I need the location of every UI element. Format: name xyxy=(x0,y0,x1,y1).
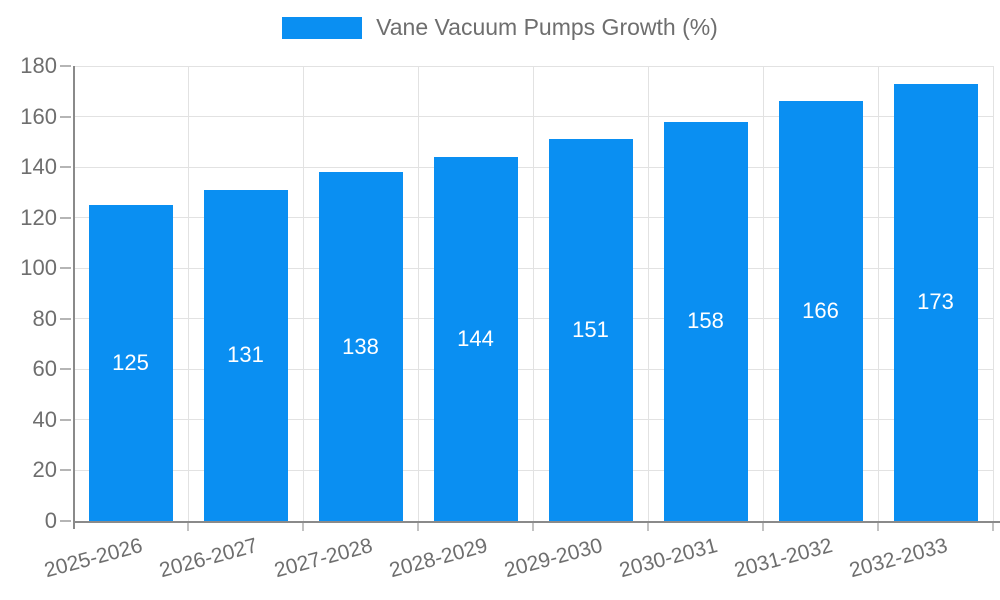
legend-swatch xyxy=(282,16,363,39)
bar[interactable] xyxy=(318,172,403,521)
bar[interactable] xyxy=(548,139,633,521)
x-gridline xyxy=(532,66,534,521)
x-axis-tick xyxy=(647,523,649,531)
y-tick-label: 20 xyxy=(32,457,57,483)
bar[interactable] xyxy=(203,189,288,521)
x-axis-tick xyxy=(532,523,534,531)
plot-area: 125 131 138 144 151 158 166 173 0 20 40 60 80 100 120… xyxy=(20,54,1000,582)
x-axis-line xyxy=(73,521,1000,523)
bar-value-label: 125 xyxy=(112,350,149,375)
bar[interactable] xyxy=(433,157,518,521)
y-axis-tick xyxy=(60,166,71,169)
bar-value-label: 166 xyxy=(802,298,839,324)
y-tick-label: 40 xyxy=(32,406,57,432)
bar-value-label: 144 xyxy=(457,326,494,351)
y-tick-label: 120 xyxy=(20,204,57,230)
bar-value-label: 158 xyxy=(687,308,724,334)
x-gridline xyxy=(877,66,879,521)
legend-label: Vane Vacuum Pumps Growth (%) xyxy=(376,14,718,40)
bar[interactable] xyxy=(663,121,748,521)
y-axis-tick xyxy=(60,216,71,219)
y-axis-tick xyxy=(60,418,71,421)
x-gridline xyxy=(992,66,994,521)
x-axis-tick xyxy=(187,523,189,531)
bar[interactable] xyxy=(88,205,173,521)
x-axis-tick xyxy=(417,523,419,531)
y-tick-label: 100 xyxy=(20,255,57,281)
y-tick-label: 60 xyxy=(32,356,57,382)
bar-value-label: 151 xyxy=(572,317,609,343)
bar-value-label: 173 xyxy=(917,289,954,315)
y-tick-label: 160 xyxy=(20,103,57,129)
bar[interactable] xyxy=(778,101,863,521)
y-axis-tick xyxy=(60,115,71,118)
y-axis-tick xyxy=(60,520,71,522)
x-gridline xyxy=(417,66,419,521)
y-tick-label: 0 xyxy=(44,508,57,533)
y-axis-tick xyxy=(60,267,71,270)
x-axis-tick xyxy=(992,523,994,531)
x-gridline xyxy=(762,66,764,521)
y-axis-tick xyxy=(60,65,71,67)
bar-value-label: 131 xyxy=(227,342,264,368)
x-axis-tick xyxy=(762,523,764,531)
bar[interactable] xyxy=(893,83,978,521)
y-tick-label: 140 xyxy=(20,154,57,180)
x-gridline xyxy=(187,66,189,521)
x-gridline xyxy=(647,66,649,521)
y-tick-label: 80 xyxy=(32,305,57,331)
y-axis-line xyxy=(73,66,75,529)
x-axis-tick xyxy=(877,523,879,531)
chart-legend[interactable]: Vane Vacuum Pumps Growth (%) xyxy=(0,14,1000,41)
bar-value-label: 138 xyxy=(342,333,379,359)
y-axis-tick xyxy=(60,469,71,472)
y-axis-tick xyxy=(60,317,71,320)
x-axis-tick xyxy=(302,523,304,531)
y-tick-label: 180 xyxy=(20,53,57,78)
x-gridline xyxy=(302,66,304,521)
y-axis-tick xyxy=(60,368,71,371)
